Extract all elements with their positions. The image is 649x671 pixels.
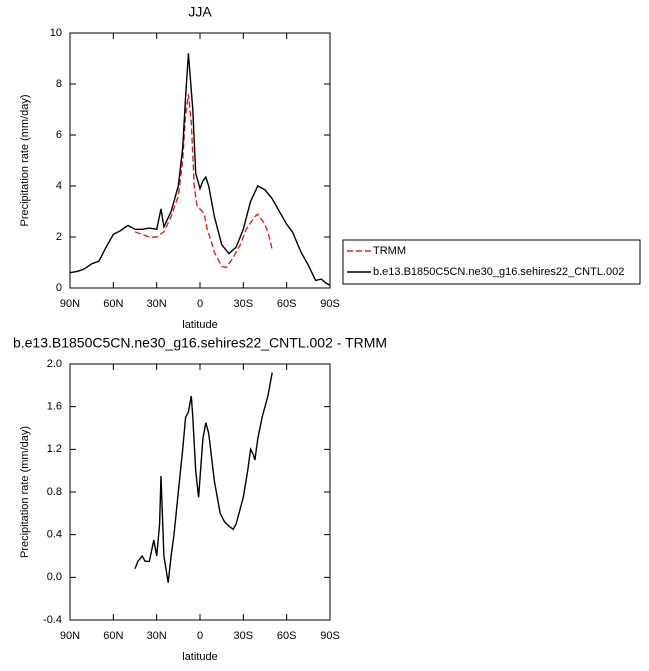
- series-line: [134, 94, 273, 269]
- y-axis-label: Precipitation rate (mm/day): [19, 426, 31, 558]
- x-tick-label: 30S: [234, 630, 254, 642]
- series-line: [69, 53, 331, 287]
- y-tick-label: 0.4: [47, 529, 62, 541]
- x-tick-label: 90N: [60, 298, 80, 310]
- legend-box: [342, 239, 641, 285]
- x-tick-label: 90S: [320, 298, 340, 310]
- y-tick-label: -0.4: [43, 614, 62, 626]
- y-tick-label: 0: [56, 282, 62, 294]
- y-tick-label: 2: [56, 231, 62, 243]
- chart-title: b.e13.B1850C5CN.ne30_g16.sehires22_CNTL.…: [13, 335, 387, 351]
- series-line: [134, 372, 273, 583]
- x-tick-label: 30S: [234, 298, 254, 310]
- plot-frame: [69, 32, 331, 289]
- x-tick-label: 60N: [103, 298, 123, 310]
- y-tick-label: 8: [56, 78, 62, 90]
- x-tick-label: 0: [197, 630, 203, 642]
- y-tick-label: 6: [56, 129, 62, 141]
- x-tick-label: 60N: [103, 630, 123, 642]
- x-tick-label: 60S: [277, 630, 297, 642]
- x-axis-label: latitude: [182, 319, 217, 331]
- x-tick-label: 90N: [60, 630, 80, 642]
- y-tick-label: 10: [50, 27, 62, 39]
- y-tick-label: 2.0: [47, 358, 62, 370]
- y-tick-label: 1.6: [47, 401, 62, 413]
- y-axis-label: Precipitation rate (mm/day): [19, 94, 31, 226]
- chart-title: JJA: [188, 4, 212, 20]
- y-tick-label: 0.0: [47, 571, 62, 583]
- x-tick-label: 30N: [147, 630, 167, 642]
- x-tick-label: 30N: [147, 298, 167, 310]
- y-tick-label: 0.8: [47, 486, 62, 498]
- x-axis-label: latitude: [182, 651, 217, 663]
- legend-label: b.e13.B1850C5CN.ne30_g16.sehires22_CNTL.…: [373, 266, 624, 278]
- x-tick-label: 60S: [277, 298, 297, 310]
- legend-label: TRMM: [373, 245, 406, 257]
- y-tick-label: 4: [56, 180, 62, 192]
- x-tick-label: 90S: [320, 630, 340, 642]
- y-tick-label: 1.2: [47, 443, 62, 455]
- x-tick-label: 0: [197, 298, 203, 310]
- plot-frame: [69, 363, 331, 621]
